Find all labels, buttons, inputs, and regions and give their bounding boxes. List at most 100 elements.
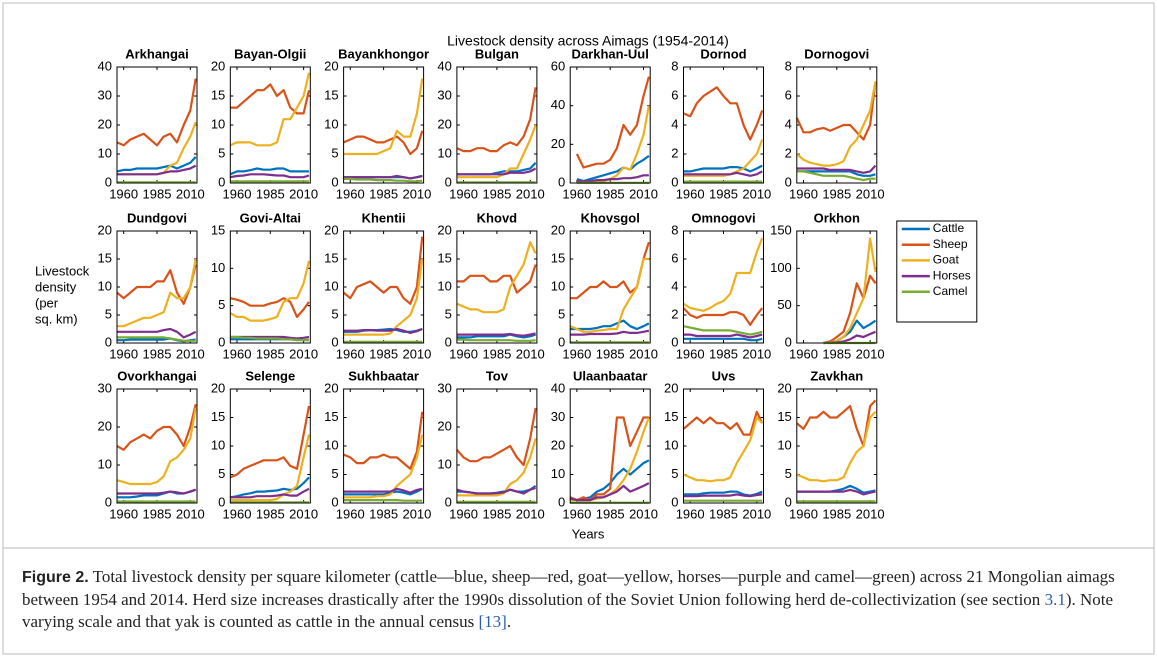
series-line: [230, 297, 310, 318]
x-tick-label: 1960: [449, 186, 478, 201]
y-tick-label: 15: [664, 409, 678, 424]
x-tick-label: 1960: [223, 186, 252, 201]
caption-label: Figure 2.: [22, 569, 89, 586]
y-tick-label: 0: [445, 494, 452, 509]
series-line: [682, 410, 764, 436]
y-tick-label: 20: [211, 380, 225, 395]
panel-title: Khovsgol: [581, 210, 640, 225]
x-tick-label: 1960: [676, 186, 705, 201]
panel-title: Dornod: [700, 46, 746, 61]
axes-box: [683, 230, 764, 344]
x-tick-label: 2010: [516, 346, 545, 361]
series-line: [570, 319, 650, 331]
panel-title: Govi-Altai: [240, 210, 301, 225]
x-tick-label: 1960: [562, 186, 591, 201]
y-tick-label: 40: [551, 97, 565, 112]
panel-title: Khentii: [362, 210, 406, 225]
series-line: [796, 170, 876, 182]
legend-label: Cattle: [933, 221, 965, 235]
x-tick-label: 2010: [402, 186, 431, 201]
panel-title: Zavkhan: [810, 368, 863, 383]
series-line: [683, 139, 764, 177]
x-tick-label: 2010: [629, 346, 658, 361]
axes-box: [116, 388, 198, 504]
y-tick-label: 0: [671, 174, 678, 189]
x-tick-label: 2010: [742, 346, 771, 361]
caption-text: .: [506, 612, 512, 631]
x-tick-label: 1960: [109, 186, 138, 201]
y-tick-label: 20: [551, 136, 565, 151]
y-tick-label: 10: [98, 278, 112, 293]
x-tick-label: 1960: [109, 346, 138, 361]
y-tick-label: 5: [671, 466, 678, 481]
x-tick-label: 1985: [482, 506, 511, 521]
y-tick-label: 0: [785, 174, 792, 189]
x-tick-label: 2010: [629, 506, 658, 521]
y-tick-label: 4: [671, 278, 678, 293]
x-tick-label: 2010: [516, 186, 545, 201]
series-line: [456, 407, 537, 467]
series-line: [569, 482, 650, 502]
panel-title: Bayankhongor: [338, 46, 429, 61]
x-tick-label: 1985: [709, 506, 738, 521]
x-tick-label: 1960: [449, 506, 478, 521]
series-line: [116, 264, 197, 305]
series-line: [456, 241, 537, 314]
y-axis-label: density: [35, 279, 77, 294]
y-tick-label: 15: [324, 87, 338, 102]
legend-label: Horses: [933, 268, 971, 282]
y-tick-label: 20: [664, 380, 678, 395]
y-tick-label: 10: [777, 437, 791, 452]
series-line: [343, 434, 424, 499]
series-line: [795, 81, 877, 141]
panel-title: Selenge: [245, 368, 295, 383]
panel-title: Arkhangai: [125, 46, 189, 61]
y-tick-label: 15: [324, 409, 338, 424]
y-tick-label: 10: [324, 278, 338, 293]
panel-title: Ovorkhangai: [117, 368, 196, 383]
x-axis-label: Years: [572, 526, 605, 541]
y-tick-label: 10: [98, 456, 112, 471]
y-tick-label: 2: [671, 306, 678, 321]
y-tick-label: 30: [437, 87, 451, 102]
panel-title: Tov: [486, 368, 509, 383]
x-tick-label: 1985: [369, 506, 398, 521]
x-tick-label: 1985: [596, 346, 625, 361]
y-tick-label: 0: [558, 174, 565, 189]
series-line: [456, 332, 536, 337]
reference-link[interactable]: [13]: [478, 612, 507, 631]
series-line: [343, 177, 423, 183]
y-tick-label: 5: [785, 466, 792, 481]
y-tick-label: 20: [211, 58, 225, 73]
legend-label: Sheep: [933, 237, 968, 251]
series-line: [569, 416, 649, 502]
x-tick-label: 2010: [402, 346, 431, 361]
series-line: [796, 488, 876, 496]
x-tick-label: 1960: [336, 506, 365, 521]
series-line: [823, 237, 877, 345]
series-line: [230, 487, 310, 499]
y-tick-label: 10: [211, 116, 225, 131]
y-tick-label: 5: [331, 145, 338, 160]
y-tick-label: 0: [105, 174, 112, 189]
y-tick-label: 10: [437, 145, 451, 160]
y-tick-label: 30: [98, 380, 112, 395]
series-line: [456, 167, 537, 176]
y-tick-label: 60: [551, 58, 565, 73]
axes-box: [796, 66, 878, 184]
axes-box: [229, 66, 311, 184]
x-tick-label: 1985: [143, 186, 172, 201]
x-tick-label: 2010: [742, 186, 771, 201]
y-tick-label: 5: [218, 145, 225, 160]
axes-box: [116, 230, 198, 344]
x-tick-label: 1985: [369, 346, 398, 361]
panel-title: Darkhan-Uul: [572, 46, 649, 61]
axes-box: [796, 230, 878, 344]
x-tick-label: 1985: [596, 186, 625, 201]
x-tick-label: 1985: [596, 506, 625, 521]
section-link[interactable]: 3.1: [1044, 590, 1066, 609]
x-tick-label: 1985: [822, 346, 851, 361]
series-line: [343, 327, 423, 334]
series-line: [570, 241, 650, 300]
